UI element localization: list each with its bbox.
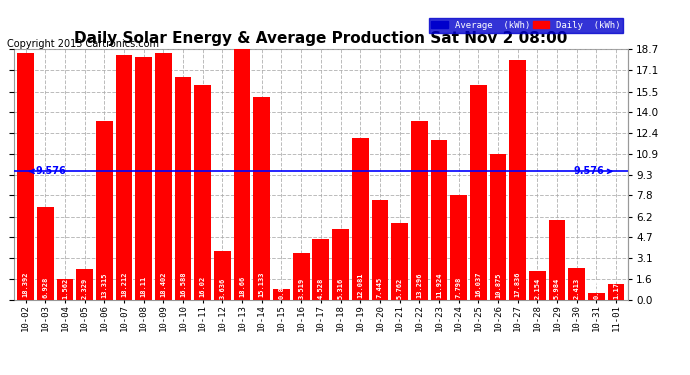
Bar <box>371 200 388 300</box>
Text: 15.133: 15.133 <box>259 272 265 297</box>
Bar <box>273 289 290 300</box>
Bar <box>529 271 546 300</box>
Title: Daily Solar Energy & Average Production Sat Nov 2 08:00: Daily Solar Energy & Average Production … <box>74 31 568 46</box>
Bar <box>253 97 270 300</box>
Text: 3.636: 3.636 <box>219 278 226 299</box>
Text: 11.924: 11.924 <box>436 272 442 298</box>
Text: 13.296: 13.296 <box>416 272 422 297</box>
Text: 2.329: 2.329 <box>81 278 88 299</box>
Bar <box>155 53 172 300</box>
Text: 16.02: 16.02 <box>199 276 206 297</box>
Text: 7.798: 7.798 <box>455 277 462 298</box>
Text: 16.037: 16.037 <box>475 272 482 297</box>
Text: 1.179: 1.179 <box>613 278 619 299</box>
Text: 6.928: 6.928 <box>42 277 48 298</box>
Text: Copyright 2013 Cartronics.com: Copyright 2013 Cartronics.com <box>7 39 159 50</box>
Bar <box>17 53 34 300</box>
Legend: Average  (kWh), Daily  (kWh): Average (kWh), Daily (kWh) <box>428 18 623 33</box>
Bar <box>234 49 250 300</box>
Bar <box>332 229 349 300</box>
Text: 18.212: 18.212 <box>121 272 127 297</box>
Bar <box>451 195 467 300</box>
Text: 3.519: 3.519 <box>298 278 304 299</box>
Bar <box>391 223 408 300</box>
Text: 7.445: 7.445 <box>377 277 383 298</box>
Bar <box>608 284 624 300</box>
Bar <box>175 77 191 300</box>
Bar <box>96 121 112 300</box>
Text: 16.588: 16.588 <box>180 272 186 297</box>
Text: 9.576: 9.576 <box>30 166 66 176</box>
Bar <box>352 138 368 300</box>
Bar <box>195 85 211 300</box>
Bar <box>77 269 93 300</box>
Text: 5.762: 5.762 <box>397 277 402 298</box>
Bar <box>293 253 310 300</box>
Bar <box>411 122 428 300</box>
Text: 18.11: 18.11 <box>141 276 147 297</box>
Text: 5.316: 5.316 <box>337 278 344 298</box>
Text: 12.081: 12.081 <box>357 272 363 298</box>
Bar <box>470 84 486 300</box>
Text: 2.154: 2.154 <box>534 278 540 299</box>
Bar <box>588 292 604 300</box>
Text: 4.528: 4.528 <box>318 278 324 299</box>
Text: 2.413: 2.413 <box>573 278 580 299</box>
Bar <box>549 220 565 300</box>
Text: 18.392: 18.392 <box>23 272 28 297</box>
Text: 18.66: 18.66 <box>239 276 245 297</box>
Bar <box>509 60 526 300</box>
Text: 5.984: 5.984 <box>554 277 560 298</box>
Bar <box>313 239 329 300</box>
Bar <box>569 268 585 300</box>
Text: 10.875: 10.875 <box>495 272 501 298</box>
Bar <box>37 207 54 300</box>
Text: 17.836: 17.836 <box>515 272 521 297</box>
Bar <box>116 55 132 300</box>
Text: 0.846: 0.846 <box>279 278 284 299</box>
Text: 1.562: 1.562 <box>62 278 68 299</box>
Bar <box>214 251 230 300</box>
Bar <box>490 154 506 300</box>
Text: 18.402: 18.402 <box>160 272 166 297</box>
Text: 0.554: 0.554 <box>593 278 600 299</box>
Bar <box>135 57 152 300</box>
Bar <box>57 279 73 300</box>
Bar <box>431 140 447 300</box>
Text: 13.315: 13.315 <box>101 272 108 297</box>
Text: 9.576: 9.576 <box>573 166 611 176</box>
